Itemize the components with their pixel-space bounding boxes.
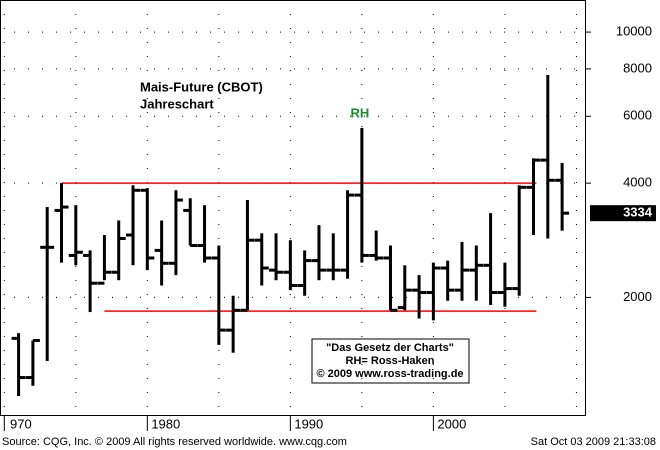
x-tick-label: 1980 [151,416,180,431]
y-tick-label: 8000 [623,60,652,75]
note-box [311,338,470,384]
chart-title: Mais-Future (CBOT) [140,79,263,94]
y-tick-label: 6000 [623,108,652,123]
note-line: © 2009 www.ross-trading.de [316,368,463,380]
y-tick-label: 2000 [623,289,652,304]
y-tick-label: 10000 [616,24,652,39]
x-tick-label: 970 [10,416,32,431]
timestamp: Sat Oct 03 2009 21:33:08 [531,436,656,448]
x-tick-label: 2000 [437,416,466,431]
chart-subtitle: Jahreschart [140,96,214,111]
x-tick-label: 1990 [294,416,323,431]
source: Source: CQG, Inc. © 2009 All rights rese… [2,436,347,448]
last-price: 3334 [623,205,653,220]
annotation: RH [350,105,369,120]
note-line: RH= Ross-Haken [346,355,435,367]
last-price-box [590,205,656,222]
y-tick-label: 4000 [623,175,652,190]
note-line: "Das Gesetz der Charts" [326,342,454,354]
plot-frame [0,0,586,416]
